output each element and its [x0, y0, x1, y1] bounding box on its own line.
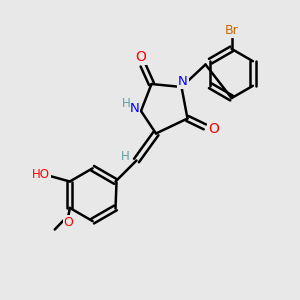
Text: O: O: [208, 122, 219, 136]
Text: Br: Br: [225, 24, 238, 38]
Text: N: N: [130, 102, 139, 115]
Text: H: H: [122, 97, 130, 110]
Text: HO: HO: [32, 168, 50, 182]
Text: H: H: [121, 150, 130, 164]
Text: N: N: [178, 75, 188, 88]
Text: O: O: [135, 50, 146, 64]
Text: O: O: [64, 215, 74, 229]
